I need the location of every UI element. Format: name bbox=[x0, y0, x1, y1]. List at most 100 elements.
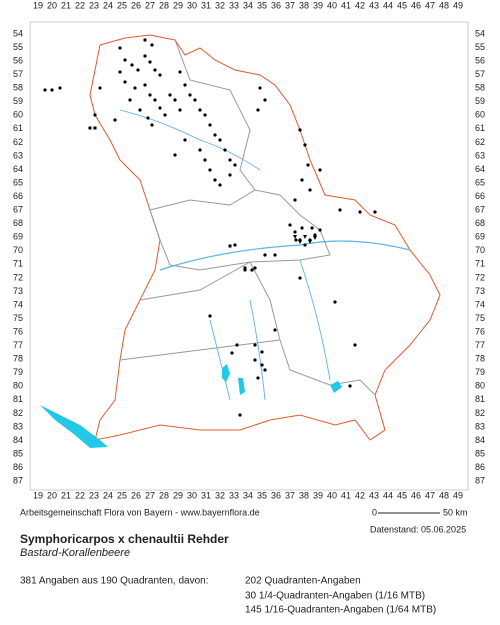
row-label: 79 bbox=[13, 367, 23, 377]
column-label: 42 bbox=[355, 0, 365, 10]
column-label: 28 bbox=[159, 0, 169, 10]
occurrence bbox=[143, 83, 147, 87]
occurrence bbox=[198, 148, 202, 152]
summary: 381 Angaben aus 190 Quadranten, davon: bbox=[20, 576, 209, 587]
occurrence bbox=[218, 138, 222, 142]
occurrence bbox=[273, 253, 277, 257]
state-border bbox=[89, 34, 441, 441]
column-label: 22 bbox=[75, 0, 85, 10]
subtitle: Bastard-Korallenbeere bbox=[20, 547, 130, 559]
occurrence bbox=[188, 93, 192, 97]
row-label: 84 bbox=[475, 435, 485, 445]
occurrence bbox=[263, 253, 267, 257]
occurrence-square bbox=[93, 126, 97, 130]
row-label: 77 bbox=[13, 340, 23, 350]
occurrence bbox=[256, 376, 260, 380]
credit: Arbeitsgemeinschaft Flora von Bayern - w… bbox=[20, 507, 260, 517]
column-label: 44 bbox=[383, 0, 393, 10]
occurrence bbox=[198, 108, 202, 112]
occurrence bbox=[300, 226, 304, 230]
occurrence bbox=[303, 243, 307, 247]
column-label: 38 bbox=[299, 0, 309, 10]
occurrence bbox=[123, 80, 127, 84]
occurrence-quarter bbox=[293, 235, 297, 239]
row-label: 69 bbox=[475, 232, 485, 242]
row-label: 62 bbox=[13, 137, 23, 147]
occurrence bbox=[173, 153, 177, 157]
occurrence bbox=[294, 238, 298, 242]
row-label: 58 bbox=[13, 83, 23, 93]
row-label: 83 bbox=[475, 421, 485, 431]
column-label: 19 bbox=[33, 0, 43, 10]
occurrence bbox=[130, 63, 134, 67]
occurrence bbox=[146, 116, 150, 120]
row-label: 82 bbox=[475, 408, 485, 418]
occurrence bbox=[213, 133, 217, 137]
row-label: 79 bbox=[475, 367, 485, 377]
occurrence bbox=[308, 188, 312, 192]
occurrence bbox=[203, 113, 207, 117]
column-label: 32 bbox=[215, 0, 225, 10]
row-label: 55 bbox=[475, 42, 485, 52]
row-label: 60 bbox=[475, 110, 485, 120]
row-label: 76 bbox=[475, 326, 485, 336]
column-label: 27 bbox=[145, 0, 155, 10]
occurrence bbox=[148, 60, 152, 64]
occurrence-quarter bbox=[298, 240, 302, 244]
column-label: 25 bbox=[117, 490, 127, 500]
column-label: 39 bbox=[313, 490, 323, 500]
occurrence bbox=[123, 58, 127, 62]
row-label: 73 bbox=[13, 286, 23, 296]
row-label: 64 bbox=[13, 164, 23, 174]
row-label: 68 bbox=[475, 218, 485, 228]
row-label: 59 bbox=[13, 96, 23, 106]
occurrence bbox=[193, 98, 197, 102]
occurrence bbox=[298, 128, 302, 132]
column-label: 32 bbox=[215, 490, 225, 500]
occurrence bbox=[128, 98, 132, 102]
column-label: 43 bbox=[369, 490, 379, 500]
occurrence bbox=[250, 268, 254, 272]
occurrence bbox=[256, 108, 260, 112]
column-label: 29 bbox=[173, 490, 183, 500]
occurrence bbox=[178, 70, 182, 74]
occurrence bbox=[348, 384, 352, 388]
occurrence bbox=[293, 230, 297, 234]
legend-entry: 202 Quadranten-Angaben bbox=[245, 576, 361, 587]
row-label: 74 bbox=[13, 299, 23, 309]
row-label: 75 bbox=[475, 313, 485, 323]
column-label: 45 bbox=[397, 0, 407, 10]
column-label: 42 bbox=[355, 490, 365, 500]
river bbox=[159, 240, 411, 271]
column-label: 46 bbox=[411, 490, 421, 500]
occurrence-square bbox=[228, 244, 232, 248]
occurrence bbox=[258, 86, 262, 90]
district-border bbox=[174, 39, 256, 191]
row-label: 72 bbox=[475, 272, 485, 282]
occurrence bbox=[318, 228, 322, 232]
column-label: 48 bbox=[439, 490, 449, 500]
occurrence bbox=[306, 163, 310, 167]
row-label: 87 bbox=[13, 476, 23, 486]
column-label: 19 bbox=[33, 490, 43, 500]
row-label: 64 bbox=[475, 164, 485, 174]
occurrence bbox=[148, 93, 152, 97]
column-label: 30 bbox=[187, 0, 197, 10]
column-label: 47 bbox=[425, 0, 435, 10]
row-label: 85 bbox=[13, 448, 23, 458]
row-label: 69 bbox=[13, 232, 23, 242]
row-label: 65 bbox=[13, 177, 23, 187]
occurrence bbox=[238, 413, 242, 417]
column-label: 43 bbox=[369, 0, 379, 10]
occurrence bbox=[118, 46, 122, 50]
column-label: 47 bbox=[425, 490, 435, 500]
occurrence bbox=[168, 93, 172, 97]
occurrence bbox=[218, 183, 222, 187]
occurrence-square bbox=[243, 266, 247, 270]
column-label: 20 bbox=[47, 0, 57, 10]
scale-start: 0 bbox=[372, 507, 377, 517]
column-label: 45 bbox=[397, 490, 407, 500]
title: Symphoricarpos x chenaultii Rehder bbox=[20, 532, 229, 546]
occurrence bbox=[318, 168, 322, 172]
